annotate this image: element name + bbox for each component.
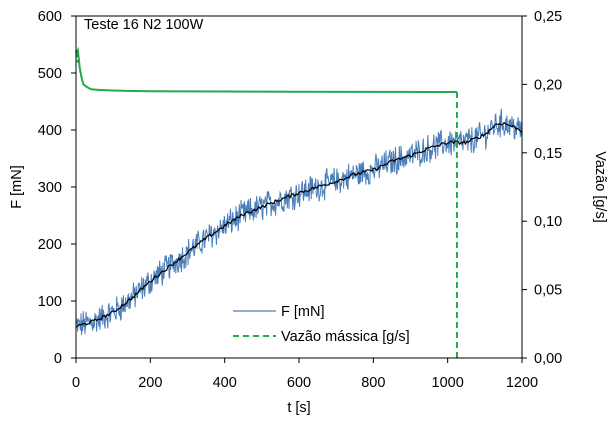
- mass-flow-point: [76, 59, 80, 63]
- y-left-tick-label: 100: [38, 294, 62, 310]
- x-tick-label: 600: [287, 375, 311, 391]
- x-axis-label: t [s]: [287, 400, 310, 416]
- x-tick-label: 0: [72, 375, 80, 391]
- x-tick-label: 400: [213, 375, 237, 391]
- y-left-tick-label: 200: [38, 237, 62, 253]
- y-left-tick-label: 500: [38, 66, 62, 82]
- y-left-tick-label: 400: [38, 123, 62, 139]
- axes: 0 200 400 600 800 1000 1200 0 100 200 300 400 500 600…: [38, 9, 562, 391]
- x-tick-label: 1000: [432, 375, 464, 391]
- mass-flow-point: [75, 54, 80, 58]
- y-right-tick-label: 0,05: [534, 283, 562, 299]
- chart-annotation: Teste 16 N2 100W: [84, 17, 204, 33]
- y-left-tick-label: 0: [54, 351, 62, 367]
- y-right-tick-label: 0,15: [534, 146, 562, 162]
- y-right-tick-label: 0,20: [534, 77, 562, 93]
- x-tick-label: 1200: [506, 375, 538, 391]
- legend-label-mass-flow: Vazão mássica [g/s]: [281, 329, 410, 345]
- y-axis-right-label: Vazão [g/s]: [592, 151, 608, 222]
- series-force-smoothed: [76, 121, 522, 328]
- y-right-tick-label: 0,10: [534, 214, 562, 230]
- series-mass-flow: [76, 46, 457, 94]
- y-left-tick-label: 600: [38, 9, 62, 25]
- series-force-noisy: [76, 108, 522, 335]
- x-tick-label: 200: [138, 375, 162, 391]
- legend-label-force: F [mN]: [281, 304, 325, 320]
- legend: F [mN] Vazão mássica [g/s]: [233, 304, 410, 345]
- plot-area: [75, 46, 522, 358]
- y-right-tick-label: 0,00: [534, 351, 562, 367]
- x-tick-label: 800: [361, 375, 385, 391]
- y-left-tick-label: 300: [38, 180, 62, 196]
- y-axis-left-label: F [mN]: [9, 165, 25, 209]
- y-right-tick-label: 0,25: [534, 9, 562, 25]
